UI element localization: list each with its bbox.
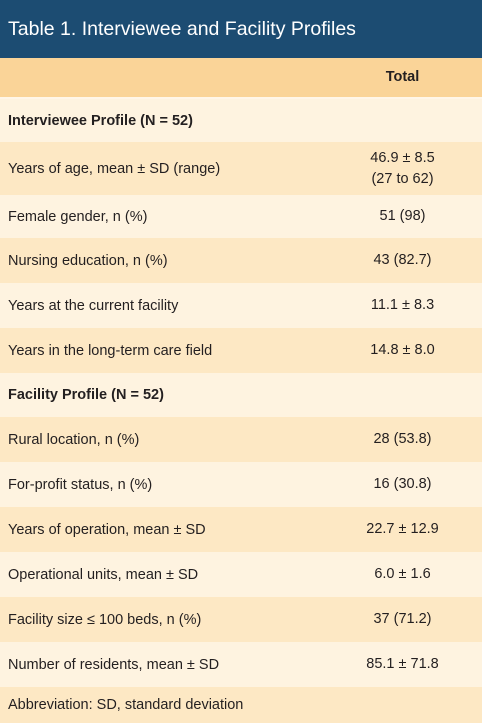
table-row: Rural location, n (%) 28 (53.8) [0,417,482,462]
row-value: 16 (30.8) [373,476,432,492]
row-value: 43 (82.7) [373,252,432,268]
row-label: Years of operation, mean ± SD [8,521,206,538]
row-value: 14.8 ± 8.0 [370,342,435,358]
row-label: Nursing education, n (%) [8,252,168,269]
row-value: 85.1 ± 71.8 [366,656,439,672]
table-header-row: Total [0,58,482,99]
row-label: Years in the long-term care field [8,342,213,359]
table-row: Years of age, mean ± SD (range) 46.9 ± 8… [0,142,482,195]
row-value: 51 (98) [379,208,426,224]
table-row: Years of operation, mean ± SD 22.7 ± 12.… [0,507,482,552]
section-heading-interviewee: Interviewee Profile (N = 52) [0,99,482,142]
row-label: Facility size ≤ 100 beds, n (%) [8,611,202,628]
row-value-line: 46.9 ± 8.5 [370,149,435,166]
row-value-line: (27 to 62) [371,170,434,187]
table-footnote: Abbreviation: SD, standard deviation [0,687,482,723]
row-value: 6.0 ± 1.6 [374,566,431,582]
row-value: 37 (71.2) [373,611,432,627]
table-row: Years in the long-term care field 14.8 ±… [0,328,482,373]
table-title: Table 1. Interviewee and Facility Profil… [0,0,482,58]
table-row: Years at the current facility 11.1 ± 8.3 [0,283,482,328]
row-label: For-profit status, n (%) [8,476,153,493]
row-value: 28 (53.8) [373,431,432,447]
row-label: Female gender, n (%) [8,208,148,225]
row-value: 46.9 ± 8.5 (27 to 62) [325,148,482,190]
table-row: Facility size ≤ 100 beds, n (%) 37 (71.2… [0,597,482,642]
row-label: Operational units, mean ± SD [8,566,199,583]
row-label: Rural location, n (%) [8,431,140,448]
table-row: Female gender, n (%) 51 (98) [0,195,482,238]
section-heading-label: Interviewee Profile (N = 52) [8,112,193,129]
section-heading-label: Facility Profile (N = 52) [8,387,164,403]
table-row: Nursing education, n (%) 43 (82.7) [0,238,482,283]
table-row: For-profit status, n (%) 16 (30.8) [0,462,482,507]
row-value: 22.7 ± 12.9 [366,521,439,537]
row-label: Number of residents, mean ± SD [8,656,220,673]
footnote-text: Abbreviation: SD, standard deviation [8,697,244,713]
row-label: Years at the current facility [8,297,179,314]
section-heading-facility: Facility Profile (N = 52) [0,373,482,417]
row-value: 11.1 ± 8.3 [370,297,435,313]
column-header-total: Total [385,69,420,85]
table-row: Operational units, mean ± SD 6.0 ± 1.6 [0,552,482,597]
table-row: Number of residents, mean ± SD 85.1 ± 71… [0,642,482,687]
row-label: Years of age, mean ± SD (range) [8,160,221,177]
